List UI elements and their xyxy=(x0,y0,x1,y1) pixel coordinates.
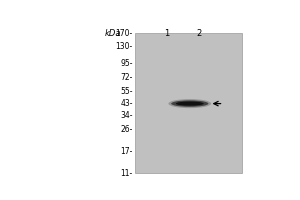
Bar xyxy=(135,33,242,173)
Text: 34-: 34- xyxy=(120,111,133,120)
Text: 130-: 130- xyxy=(116,42,133,51)
Ellipse shape xyxy=(176,101,204,106)
Text: 26-: 26- xyxy=(120,125,133,134)
Text: 72-: 72- xyxy=(120,73,133,82)
Ellipse shape xyxy=(168,99,211,108)
Text: 11-: 11- xyxy=(121,169,133,178)
Text: 170-: 170- xyxy=(116,29,133,38)
Text: 1: 1 xyxy=(164,29,169,38)
Text: 17-: 17- xyxy=(120,147,133,156)
Ellipse shape xyxy=(171,100,208,107)
Text: 95-: 95- xyxy=(120,59,133,68)
Text: kDa: kDa xyxy=(105,29,121,38)
Text: 2: 2 xyxy=(196,29,202,38)
Text: 55-: 55- xyxy=(120,87,133,96)
Text: 43-: 43- xyxy=(120,99,133,108)
